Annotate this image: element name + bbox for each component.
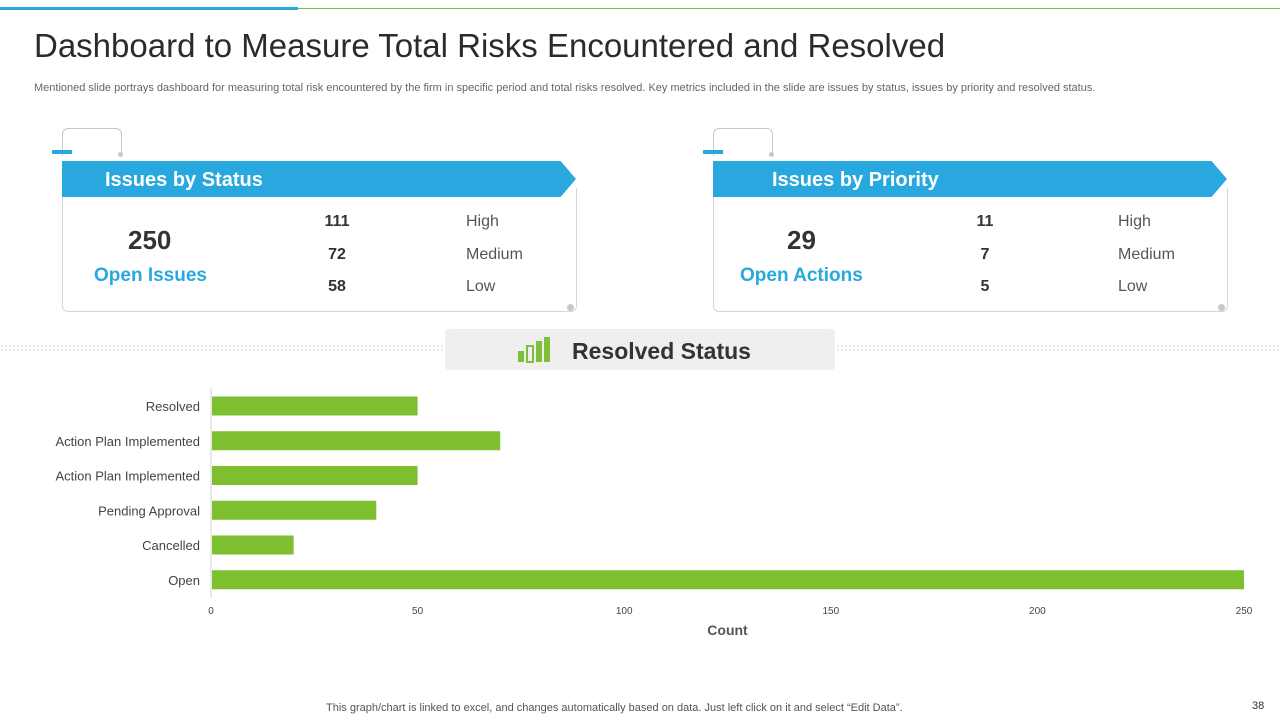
priority-low-value: 5 [980, 278, 990, 295]
page-subtitle: Mentioned slide portrays dashboard for m… [34, 82, 1096, 94]
chart-bar [212, 500, 377, 520]
card-accent-mark [52, 150, 72, 154]
status-row-low: 58 Low [52, 278, 582, 298]
chart-bar [212, 535, 294, 555]
issues-by-status-banner: Issues by Status [62, 161, 576, 197]
card-frame [713, 188, 1228, 312]
chart-category-label: Open [168, 573, 200, 588]
chart-bar [212, 396, 418, 416]
chart-x-tick-label: 250 [1236, 606, 1253, 617]
chart-bar [212, 431, 501, 451]
open-actions-count: 29 [787, 225, 816, 255]
open-issues-label: Open Issues [94, 265, 207, 286]
priority-medium-label: Medium [1118, 246, 1175, 263]
priority-row-low: 5 Low [703, 278, 1233, 298]
chart-bar [212, 570, 1244, 590]
priority-low-label: Low [1118, 278, 1148, 295]
chart-category-labels: Resolved Action Plan Implemented Action Pl… [55, 399, 200, 588]
card-tab-dot [769, 152, 774, 157]
chart-x-tick-label: 200 [1029, 606, 1046, 617]
status-low-value: 58 [328, 278, 346, 295]
priority-row-high: 11 High [703, 213, 1233, 233]
status-row-high: 111 High [52, 213, 582, 233]
page-number: 38 [1252, 700, 1265, 712]
issues-by-priority-banner: Issues by Priority [713, 161, 1227, 197]
chart-category-label: Pending Approval [98, 503, 200, 518]
chart-category-label: Resolved [146, 399, 200, 414]
issues-by-priority-title: Issues by Priority [772, 169, 939, 191]
footer-note: This graph/chart is linked to excel, and… [326, 702, 903, 714]
chart-x-axis-title: Count [707, 622, 748, 638]
card-accent-mark [703, 150, 723, 154]
status-high-label: High [466, 213, 499, 230]
chart-bars [212, 396, 1244, 590]
status-low-label: Low [466, 278, 496, 295]
card-frame [62, 188, 577, 312]
resolved-status-chart: Resolved Action Plan Implemented Action Pl… [55, 388, 1253, 638]
chart-x-tick-label: 100 [616, 606, 633, 617]
status-high-value: 111 [324, 213, 350, 230]
chart-x-tick-label: 150 [822, 606, 839, 617]
card-tab-decoration [713, 128, 773, 156]
chart-bar [212, 466, 418, 485]
card-tab-dot [118, 152, 123, 157]
priority-medium-value: 7 [980, 246, 990, 263]
priority-high-value: 11 [976, 213, 994, 230]
open-issues-count: 250 [128, 225, 172, 255]
priority-row-medium: 7 Medium [703, 246, 1233, 266]
chart-category-label: Action Plan Implemented [55, 434, 200, 449]
card-end-dot [1218, 304, 1225, 311]
resolved-status-title: Resolved Status [572, 338, 751, 364]
status-row-medium: 72 Medium [52, 246, 582, 266]
status-medium-value: 72 [328, 246, 346, 263]
resolved-status-header: Resolved Status [445, 329, 835, 370]
priority-high-label: High [1118, 213, 1151, 230]
bar-chart-icon [518, 337, 550, 363]
top-accent-line-green [298, 8, 1280, 9]
chart-category-label: Cancelled [142, 538, 200, 553]
chart-x-tick-label: 50 [412, 606, 424, 617]
top-accent-bar-blue [0, 7, 298, 10]
issues-by-status-card: Issues by Status 250 Open Issues 111 Hig… [52, 128, 582, 314]
chart-category-label: Action Plan Implemented [55, 469, 200, 484]
chart-x-tick-label: 0 [208, 606, 214, 617]
issues-by-status-title: Issues by Status [105, 169, 263, 191]
chart-x-ticks: 0 50 100 150 200 250 [208, 606, 1253, 617]
open-actions-label: Open Actions [740, 265, 863, 286]
card-tab-decoration [62, 128, 122, 156]
issues-by-priority-card: Issues by Priority 29 Open Actions 11 Hi… [703, 128, 1233, 314]
card-end-dot [567, 304, 574, 311]
page-title: Dashboard to Measure Total Risks Encount… [34, 27, 946, 64]
status-medium-label: Medium [466, 246, 523, 263]
